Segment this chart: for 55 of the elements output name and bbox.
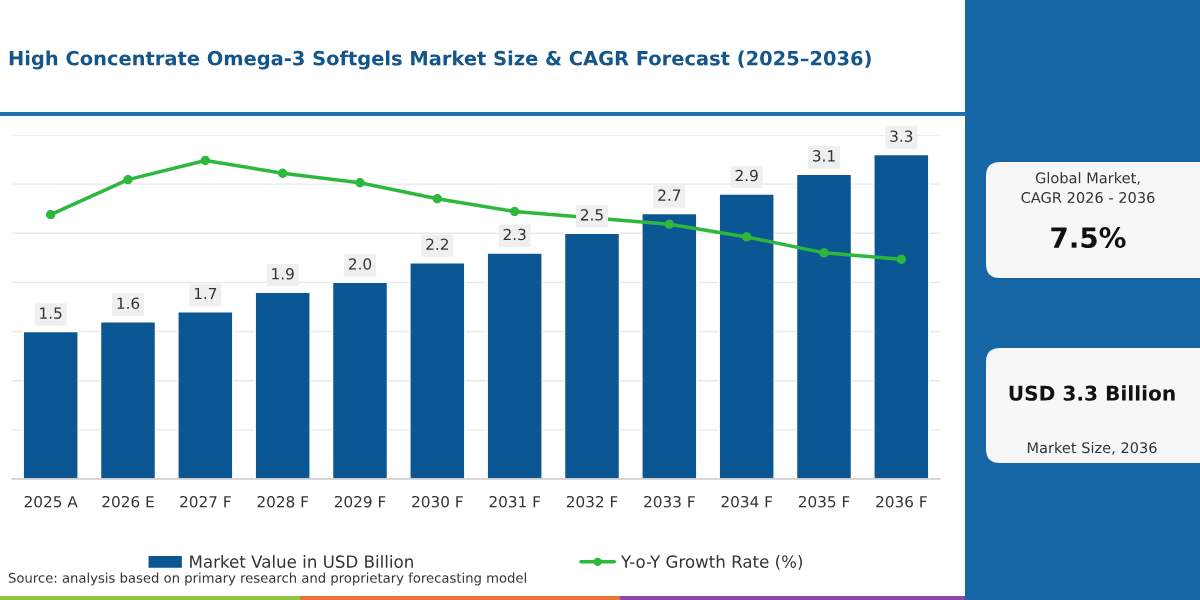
point xyxy=(896,254,907,264)
point xyxy=(200,155,211,166)
point xyxy=(45,209,56,220)
x-tick-label: 2035 F xyxy=(798,495,850,508)
bar xyxy=(99,321,157,479)
data-label: 1.9 xyxy=(272,268,294,280)
x-tick-label: 2030 F xyxy=(412,495,463,508)
x-tick-label: 2028 F xyxy=(257,495,309,508)
text: Market Size, 2036 xyxy=(1027,441,1157,455)
source-note: Source: analysis based on primary research and proprietary forecasting model xyxy=(8,572,526,586)
x-tick-label: 2026 E xyxy=(102,495,154,508)
x-tick-label: 2034 F xyxy=(721,495,773,508)
legend-label: Y-o-Y Growth Rate (%) xyxy=(620,555,803,570)
point xyxy=(123,174,133,185)
bar xyxy=(718,193,775,479)
data-label: 1.5 xyxy=(40,307,62,319)
x-tick-label: 2025 A xyxy=(24,495,78,508)
data-label: 2.2 xyxy=(426,238,448,250)
data-label: 2.0 xyxy=(348,258,372,270)
point xyxy=(509,206,520,217)
x-tick-label: 2027 F xyxy=(180,495,231,508)
data-label: 2.3 xyxy=(503,228,526,241)
bar xyxy=(22,330,79,479)
point xyxy=(741,232,752,242)
data-label: 3.1 xyxy=(813,150,835,162)
data-label: 1.7 xyxy=(194,287,217,300)
bar xyxy=(641,212,698,479)
point xyxy=(355,178,365,188)
data-label: 2.7 xyxy=(658,189,681,201)
x-tick-label: 2032 F xyxy=(566,495,618,508)
text: USD 3.3 Billion xyxy=(1009,385,1175,401)
text: Global Market, CAGR 2026 - 2036 xyxy=(1021,172,1155,204)
legend-label: Market Value in USD Billion xyxy=(190,555,413,568)
x-tick-label: 2031 F xyxy=(489,495,541,508)
point xyxy=(432,194,443,204)
bar xyxy=(795,173,853,479)
bar xyxy=(331,281,389,479)
point xyxy=(277,168,288,178)
bar xyxy=(409,262,466,479)
chart-title: High Concentrate Omega-3 Softgels Market Size & CAGR Forecast (2025–2036) xyxy=(9,50,871,70)
text: 7.5% xyxy=(1051,227,1126,249)
x-tick-label: 2029 F xyxy=(334,495,386,508)
point xyxy=(664,219,675,229)
bar xyxy=(486,252,543,479)
bar xyxy=(563,232,621,479)
data-label: 1.6 xyxy=(117,297,140,310)
data-label: 3.3 xyxy=(890,130,913,142)
data-label: 2.9 xyxy=(735,169,758,182)
data-label: 2.5 xyxy=(580,209,603,221)
x-tick-label: 2033 F xyxy=(644,495,695,508)
bar xyxy=(254,291,311,479)
bar xyxy=(873,153,930,479)
point xyxy=(819,248,829,258)
bar xyxy=(177,311,234,479)
x-tick-label: 2036 F xyxy=(876,495,927,508)
